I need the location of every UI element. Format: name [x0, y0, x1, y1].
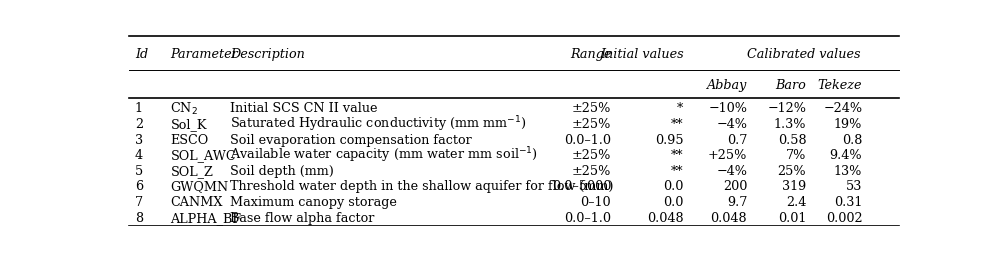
Text: 0.01: 0.01: [778, 212, 806, 225]
Text: 2.4: 2.4: [786, 196, 806, 209]
Text: 4: 4: [134, 149, 142, 162]
Text: −24%: −24%: [823, 102, 862, 115]
Text: 0.0: 0.0: [662, 180, 682, 194]
Text: Initial SCS CN II value: Initial SCS CN II value: [230, 102, 378, 115]
Text: 9.4%: 9.4%: [829, 149, 862, 162]
Text: Sol_K: Sol_K: [170, 118, 206, 131]
Text: **: **: [670, 165, 682, 178]
Text: **: **: [670, 118, 682, 131]
Text: 0.0–1.0: 0.0–1.0: [564, 134, 610, 147]
Text: −12%: −12%: [767, 102, 806, 115]
Text: Calibrated values: Calibrated values: [746, 49, 860, 61]
Text: Tekeze: Tekeze: [817, 79, 862, 92]
Text: 8: 8: [134, 212, 142, 225]
Text: Range: Range: [569, 49, 610, 61]
Text: 13%: 13%: [833, 165, 862, 178]
Text: Parameter: Parameter: [170, 49, 237, 61]
Text: 7: 7: [134, 196, 142, 209]
Text: 19%: 19%: [833, 118, 862, 131]
Text: Soil depth (mm): Soil depth (mm): [230, 165, 334, 178]
Text: ALPHA_BF: ALPHA_BF: [170, 212, 241, 225]
Text: −4%: −4%: [715, 118, 746, 131]
Text: Base flow alpha factor: Base flow alpha factor: [230, 212, 375, 225]
Text: −4%: −4%: [715, 165, 746, 178]
Text: ±25%: ±25%: [571, 165, 610, 178]
Text: 6: 6: [134, 180, 142, 194]
Text: 0.8: 0.8: [841, 134, 862, 147]
Text: 0.31: 0.31: [833, 196, 862, 209]
Text: 3: 3: [134, 134, 142, 147]
Text: Soil evaporation compensation factor: Soil evaporation compensation factor: [230, 134, 472, 147]
Text: Initial values: Initial values: [599, 49, 682, 61]
Text: CN$_2$: CN$_2$: [170, 101, 198, 117]
Text: 319: 319: [782, 180, 806, 194]
Text: Baro: Baro: [775, 79, 806, 92]
Text: Available water capacity (mm water mm soil$^{-1}$): Available water capacity (mm water mm so…: [230, 146, 538, 165]
Text: 0.58: 0.58: [777, 134, 806, 147]
Text: 0.0–1.0: 0.0–1.0: [564, 212, 610, 225]
Text: 0.048: 0.048: [646, 212, 682, 225]
Text: 0.7: 0.7: [726, 134, 746, 147]
Text: 0.002: 0.002: [825, 212, 862, 225]
Text: Threshold water depth in the shallow aquifer for flow (mm): Threshold water depth in the shallow aqu…: [230, 180, 613, 194]
Text: ±25%: ±25%: [571, 118, 610, 131]
Text: 53: 53: [845, 180, 862, 194]
Text: **: **: [670, 149, 682, 162]
Text: ESCO: ESCO: [170, 134, 208, 147]
Text: Maximum canopy storage: Maximum canopy storage: [230, 196, 397, 209]
Text: Id: Id: [134, 49, 147, 61]
Text: 1: 1: [134, 102, 142, 115]
Text: 7%: 7%: [786, 149, 806, 162]
Text: 0.048: 0.048: [709, 212, 746, 225]
Text: Description: Description: [230, 49, 305, 61]
Text: Saturated Hydraulic conductivity (mm mm$^{-1}$): Saturated Hydraulic conductivity (mm mm$…: [230, 115, 526, 134]
Text: SOL_AWC: SOL_AWC: [170, 149, 235, 162]
Text: 0.95: 0.95: [654, 134, 682, 147]
Text: 5: 5: [134, 165, 143, 178]
Text: 0–10: 0–10: [580, 196, 610, 209]
Text: 1.3%: 1.3%: [773, 118, 806, 131]
Text: −10%: −10%: [707, 102, 746, 115]
Text: GWQMN: GWQMN: [170, 180, 228, 194]
Text: ±25%: ±25%: [571, 102, 610, 115]
Text: 0.0–5000: 0.0–5000: [551, 180, 610, 194]
Text: CANMX: CANMX: [170, 196, 222, 209]
Text: +25%: +25%: [707, 149, 746, 162]
Text: SOL_Z: SOL_Z: [170, 165, 213, 178]
Text: 25%: 25%: [777, 165, 806, 178]
Text: 0.0: 0.0: [662, 196, 682, 209]
Text: ±25%: ±25%: [571, 149, 610, 162]
Text: *: *: [676, 102, 682, 115]
Text: 200: 200: [722, 180, 746, 194]
Text: 2: 2: [134, 118, 142, 131]
Text: Abbay: Abbay: [706, 79, 746, 92]
Text: 9.7: 9.7: [726, 196, 746, 209]
